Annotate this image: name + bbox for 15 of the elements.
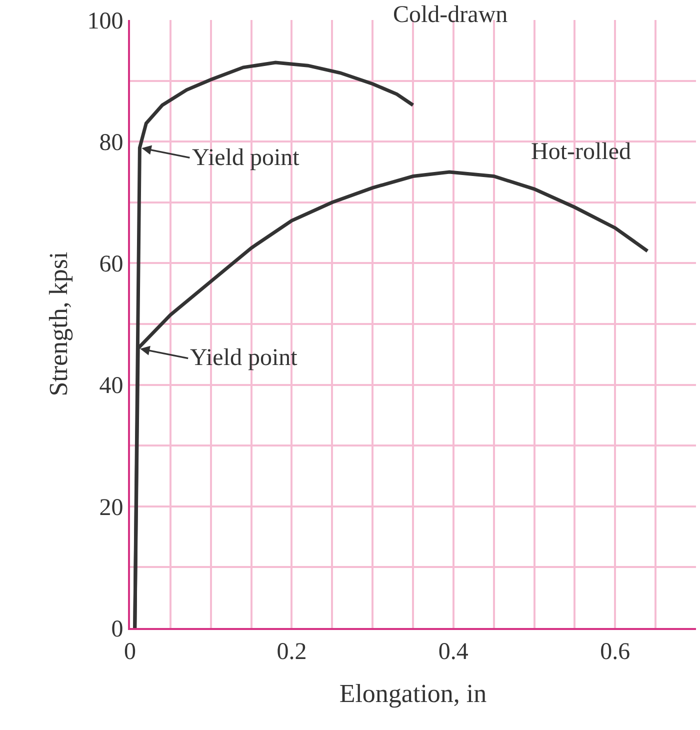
y-tick-label: 0 (111, 616, 124, 642)
y-tick-label: 100 (87, 8, 124, 34)
x-axis-title: Elongation, in (339, 679, 487, 708)
x-tick-label: 0.2 (276, 638, 307, 665)
annotation: Yield point (190, 345, 298, 371)
x-tick-label: 0.4 (438, 638, 468, 665)
x-tick-label: 0.6 (600, 638, 630, 665)
y-tick-label: 20 (99, 494, 124, 521)
series-label: Hot-rolled (531, 139, 631, 165)
y-tick-label: 80 (99, 130, 124, 156)
y-tick-label: 40 (99, 373, 124, 400)
y-tick-label: 60 (99, 252, 124, 278)
text: Cold-drawn (393, 2, 508, 28)
annotation: Yield point (192, 145, 300, 171)
y-axis-title: Strength, kpsi (44, 252, 74, 396)
